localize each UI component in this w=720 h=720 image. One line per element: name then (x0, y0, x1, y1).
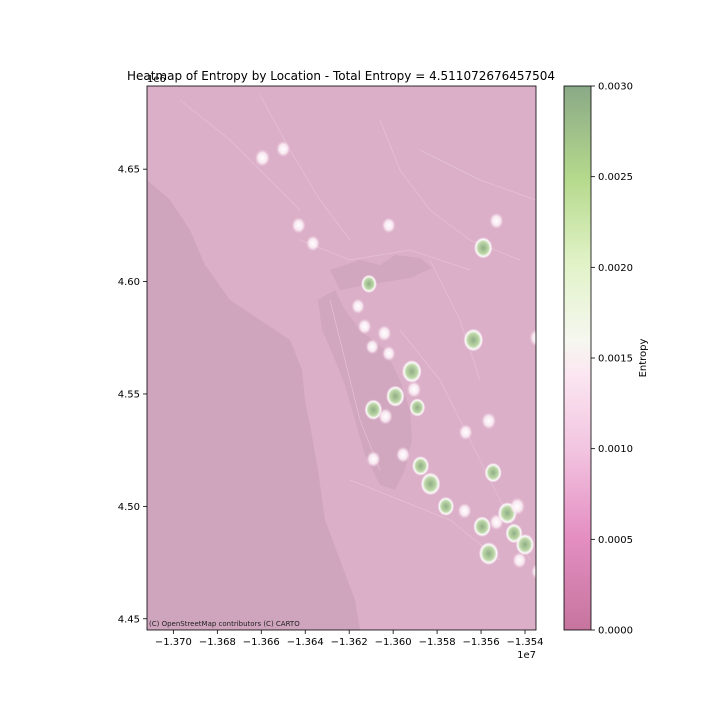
north-bay (330, 255, 432, 290)
hotspot-point (411, 455, 430, 476)
road-8 (299, 239, 471, 271)
hotspot-point (386, 385, 405, 407)
x-tick-label: −1.354 (507, 637, 544, 648)
colorbar-gradient (563, 85, 592, 631)
y-tick-label: 4.55 (118, 389, 140, 400)
road-3 (329, 299, 381, 471)
hotspot-point (458, 424, 473, 441)
hotspot-point (481, 412, 497, 430)
colorbar-tick-label: 0.0025 (598, 172, 633, 183)
hotspot-point (360, 274, 377, 294)
y-tick-label: 4.65 (118, 165, 140, 176)
x-tick-label: −1.360 (375, 637, 412, 648)
hotspot-point (366, 451, 381, 468)
hotspot-point (489, 212, 504, 229)
ocean-area (147, 180, 360, 630)
y-tick-label: 4.50 (118, 502, 140, 513)
hotspot-point (351, 298, 365, 314)
map-frame (146, 85, 537, 631)
hotspot-point (378, 408, 393, 425)
colorbar-tick-label: 0.0005 (598, 535, 633, 546)
road-5 (429, 259, 481, 381)
x-tick-label: −1.362 (331, 637, 368, 648)
hotspot-point (473, 237, 493, 259)
chart-title: Heatmap of Entropy by Location - Total E… (127, 69, 555, 83)
hotspot-point (420, 472, 441, 496)
hotspot-point (463, 328, 484, 352)
hotspot-point (382, 345, 396, 362)
x-scale-label: 1e7 (517, 650, 536, 661)
hotspot-point (484, 462, 502, 483)
hotspot-point (396, 446, 411, 463)
hotspot-point (437, 496, 455, 516)
hotspot-point (381, 217, 396, 234)
road-6 (349, 479, 501, 561)
hotspot-point (401, 359, 422, 383)
colorbar-tick-label: 0.0015 (598, 354, 633, 365)
hotspot-point (276, 140, 291, 157)
hotspot-point (515, 533, 535, 556)
colorbar-label: Entropy (638, 338, 649, 377)
roads (179, 94, 536, 561)
x-tick-label: −1.364 (287, 637, 324, 648)
hotspot-point (529, 329, 536, 347)
x-axis: −1.370 −1.368 −1.366 −1.364 −1.362 −1.360 −1.3… (155, 630, 544, 648)
colorbar: 0.0000 0.0005 0.0010 0.0015 0.0020 0.0025 0.00… (563, 82, 649, 637)
bay-area (318, 290, 412, 490)
x-tick-label: −1.368 (199, 637, 236, 648)
x-tick-label: −1.366 (243, 637, 280, 648)
hotspot-point (457, 503, 472, 519)
map-attribution: (C) OpenStreetMap contributors (C) CARTO (149, 620, 300, 628)
y-scale-label: 1e6 (147, 74, 166, 85)
entropy-hotspots (254, 140, 536, 580)
colorbar-tick-label: 0.0000 (598, 626, 633, 637)
colorbar-tick-label: 0.0010 (598, 444, 633, 455)
road-7 (419, 149, 536, 201)
hotspot-point (365, 339, 379, 355)
x-tick-label: −1.356 (463, 637, 500, 648)
hotspot-point (291, 217, 306, 234)
y-tick-label: 4.60 (118, 277, 140, 288)
road-0 (179, 99, 301, 211)
road-1 (259, 94, 351, 241)
hotspot-point (364, 399, 383, 421)
hotspot-point (377, 325, 392, 342)
hotspot-point (531, 563, 536, 580)
hotspot-point (512, 552, 527, 569)
y-tick-label: 4.45 (118, 614, 140, 625)
x-tick-label: −1.358 (419, 637, 456, 648)
map-area: (C) OpenStreetMap contributors (C) CARTO (147, 86, 536, 630)
hotspot-point (254, 149, 270, 167)
x-tick-label: −1.370 (155, 637, 192, 648)
hotspot-point (306, 235, 320, 252)
hotspot-point (409, 398, 426, 417)
colorbar-tick-label: 0.0020 (598, 263, 633, 274)
y-axis: 4.45 4.50 4.55 4.60 4.65 (118, 165, 147, 625)
hotspot-point (473, 516, 492, 537)
colorbar-ticks: 0.0000 0.0005 0.0010 0.0015 0.0020 0.0025 0.00… (591, 82, 633, 637)
colorbar-tick-label: 0.0030 (598, 82, 633, 93)
hotspot-point (509, 497, 525, 516)
hotspot-point (478, 542, 499, 566)
hotspot-point (357, 318, 372, 335)
hotspot-point (406, 381, 422, 398)
